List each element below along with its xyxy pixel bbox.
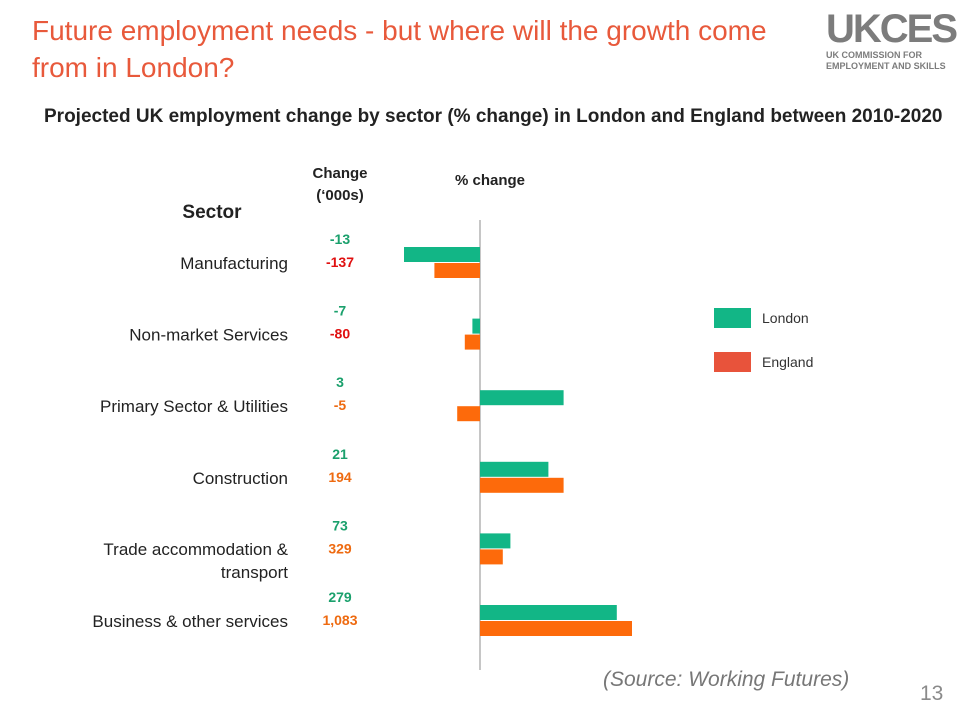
change-label-london: 3 bbox=[336, 374, 344, 390]
x-axis-label: % change bbox=[454, 172, 526, 189]
change-label-england: -5 bbox=[334, 397, 347, 413]
change-header-line-2: (‘000s) bbox=[316, 187, 364, 204]
logo-subline-1: UK COMMISSION FOR bbox=[826, 50, 922, 60]
change-label-england: -137 bbox=[326, 254, 354, 270]
category-label: Construction bbox=[193, 469, 288, 488]
change-label-london: 279 bbox=[328, 589, 352, 605]
category-label: Manufacturing bbox=[180, 254, 288, 273]
change-label-england: 1,083 bbox=[322, 612, 357, 628]
source-note: (Source: Working Futures) bbox=[603, 668, 850, 691]
bar-england bbox=[480, 621, 632, 636]
bar-england bbox=[457, 406, 480, 422]
category-label: Primary Sector & Utilities bbox=[100, 397, 288, 416]
page-number: 13 bbox=[920, 682, 944, 705]
bar-london bbox=[480, 533, 511, 549]
bar-london bbox=[472, 318, 480, 334]
bar-london bbox=[404, 247, 480, 262]
change-label-england: -80 bbox=[330, 326, 350, 342]
bar-england bbox=[480, 477, 564, 493]
change-label-london: 73 bbox=[332, 517, 348, 533]
change-label-england: 194 bbox=[328, 469, 352, 485]
change-label-london: -7 bbox=[334, 303, 347, 319]
chart-title: Projected UK employment change by sector… bbox=[44, 106, 943, 127]
category-label: Non-market Services bbox=[129, 326, 288, 345]
bar-london bbox=[480, 390, 564, 406]
bar-london bbox=[480, 461, 549, 477]
bar-england bbox=[434, 263, 480, 278]
change-column-header: Change (‘000s) bbox=[290, 163, 390, 207]
logo-wordmark: UKCES bbox=[826, 7, 958, 51]
bar-england bbox=[464, 334, 480, 350]
ukces-logo: UKCES UK COMMISSION FOR EMPLOYMENT AND S… bbox=[826, 7, 958, 72]
legend-label-england: England bbox=[762, 354, 813, 370]
bar-england bbox=[480, 549, 503, 565]
change-label-london: -13 bbox=[330, 231, 350, 247]
category-label: Trade accommodation & bbox=[103, 540, 288, 559]
legend-label-london: London bbox=[762, 310, 809, 326]
change-label-england: 329 bbox=[328, 540, 352, 556]
category-label: transport bbox=[221, 563, 288, 582]
slide-title: Future employment needs - but where will… bbox=[32, 15, 767, 83]
bar-london bbox=[480, 605, 617, 620]
legend-swatch-london bbox=[714, 308, 751, 328]
change-label-london: 21 bbox=[332, 446, 348, 462]
logo-subline-2: EMPLOYMENT AND SKILLS bbox=[826, 61, 946, 71]
category-label: Business & other services bbox=[92, 612, 288, 631]
change-header-line-1: Change bbox=[312, 165, 368, 182]
legend-swatch-england bbox=[714, 352, 751, 372]
sector-column-header: Sector bbox=[182, 202, 242, 223]
